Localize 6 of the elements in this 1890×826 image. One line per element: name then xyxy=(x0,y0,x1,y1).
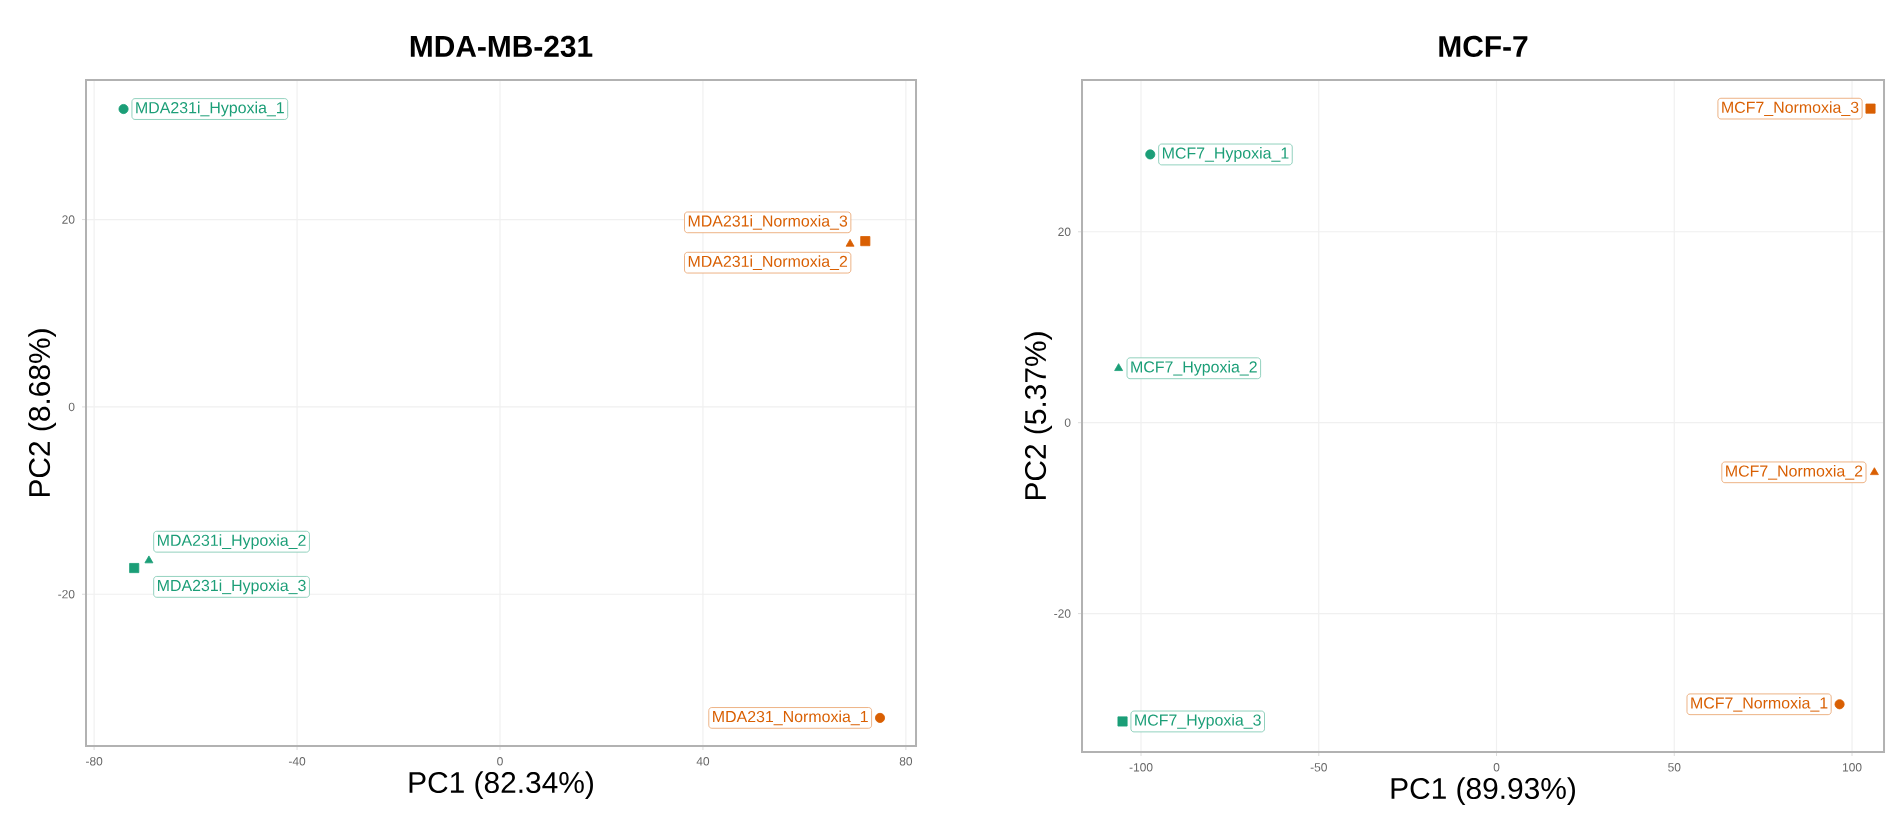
y-axis-title: PC2 (5.37%) xyxy=(1024,332,1053,500)
x-axis-title: PC1 (82.34%) xyxy=(409,771,593,800)
chart-title: MCF-7 xyxy=(1439,35,1528,57)
y-axis-title: PC2 (8.68%) xyxy=(28,329,56,497)
x-axis-title: PC1 (89.93%) xyxy=(1391,777,1575,806)
chart-title: MDA-MB-231 xyxy=(410,35,593,58)
